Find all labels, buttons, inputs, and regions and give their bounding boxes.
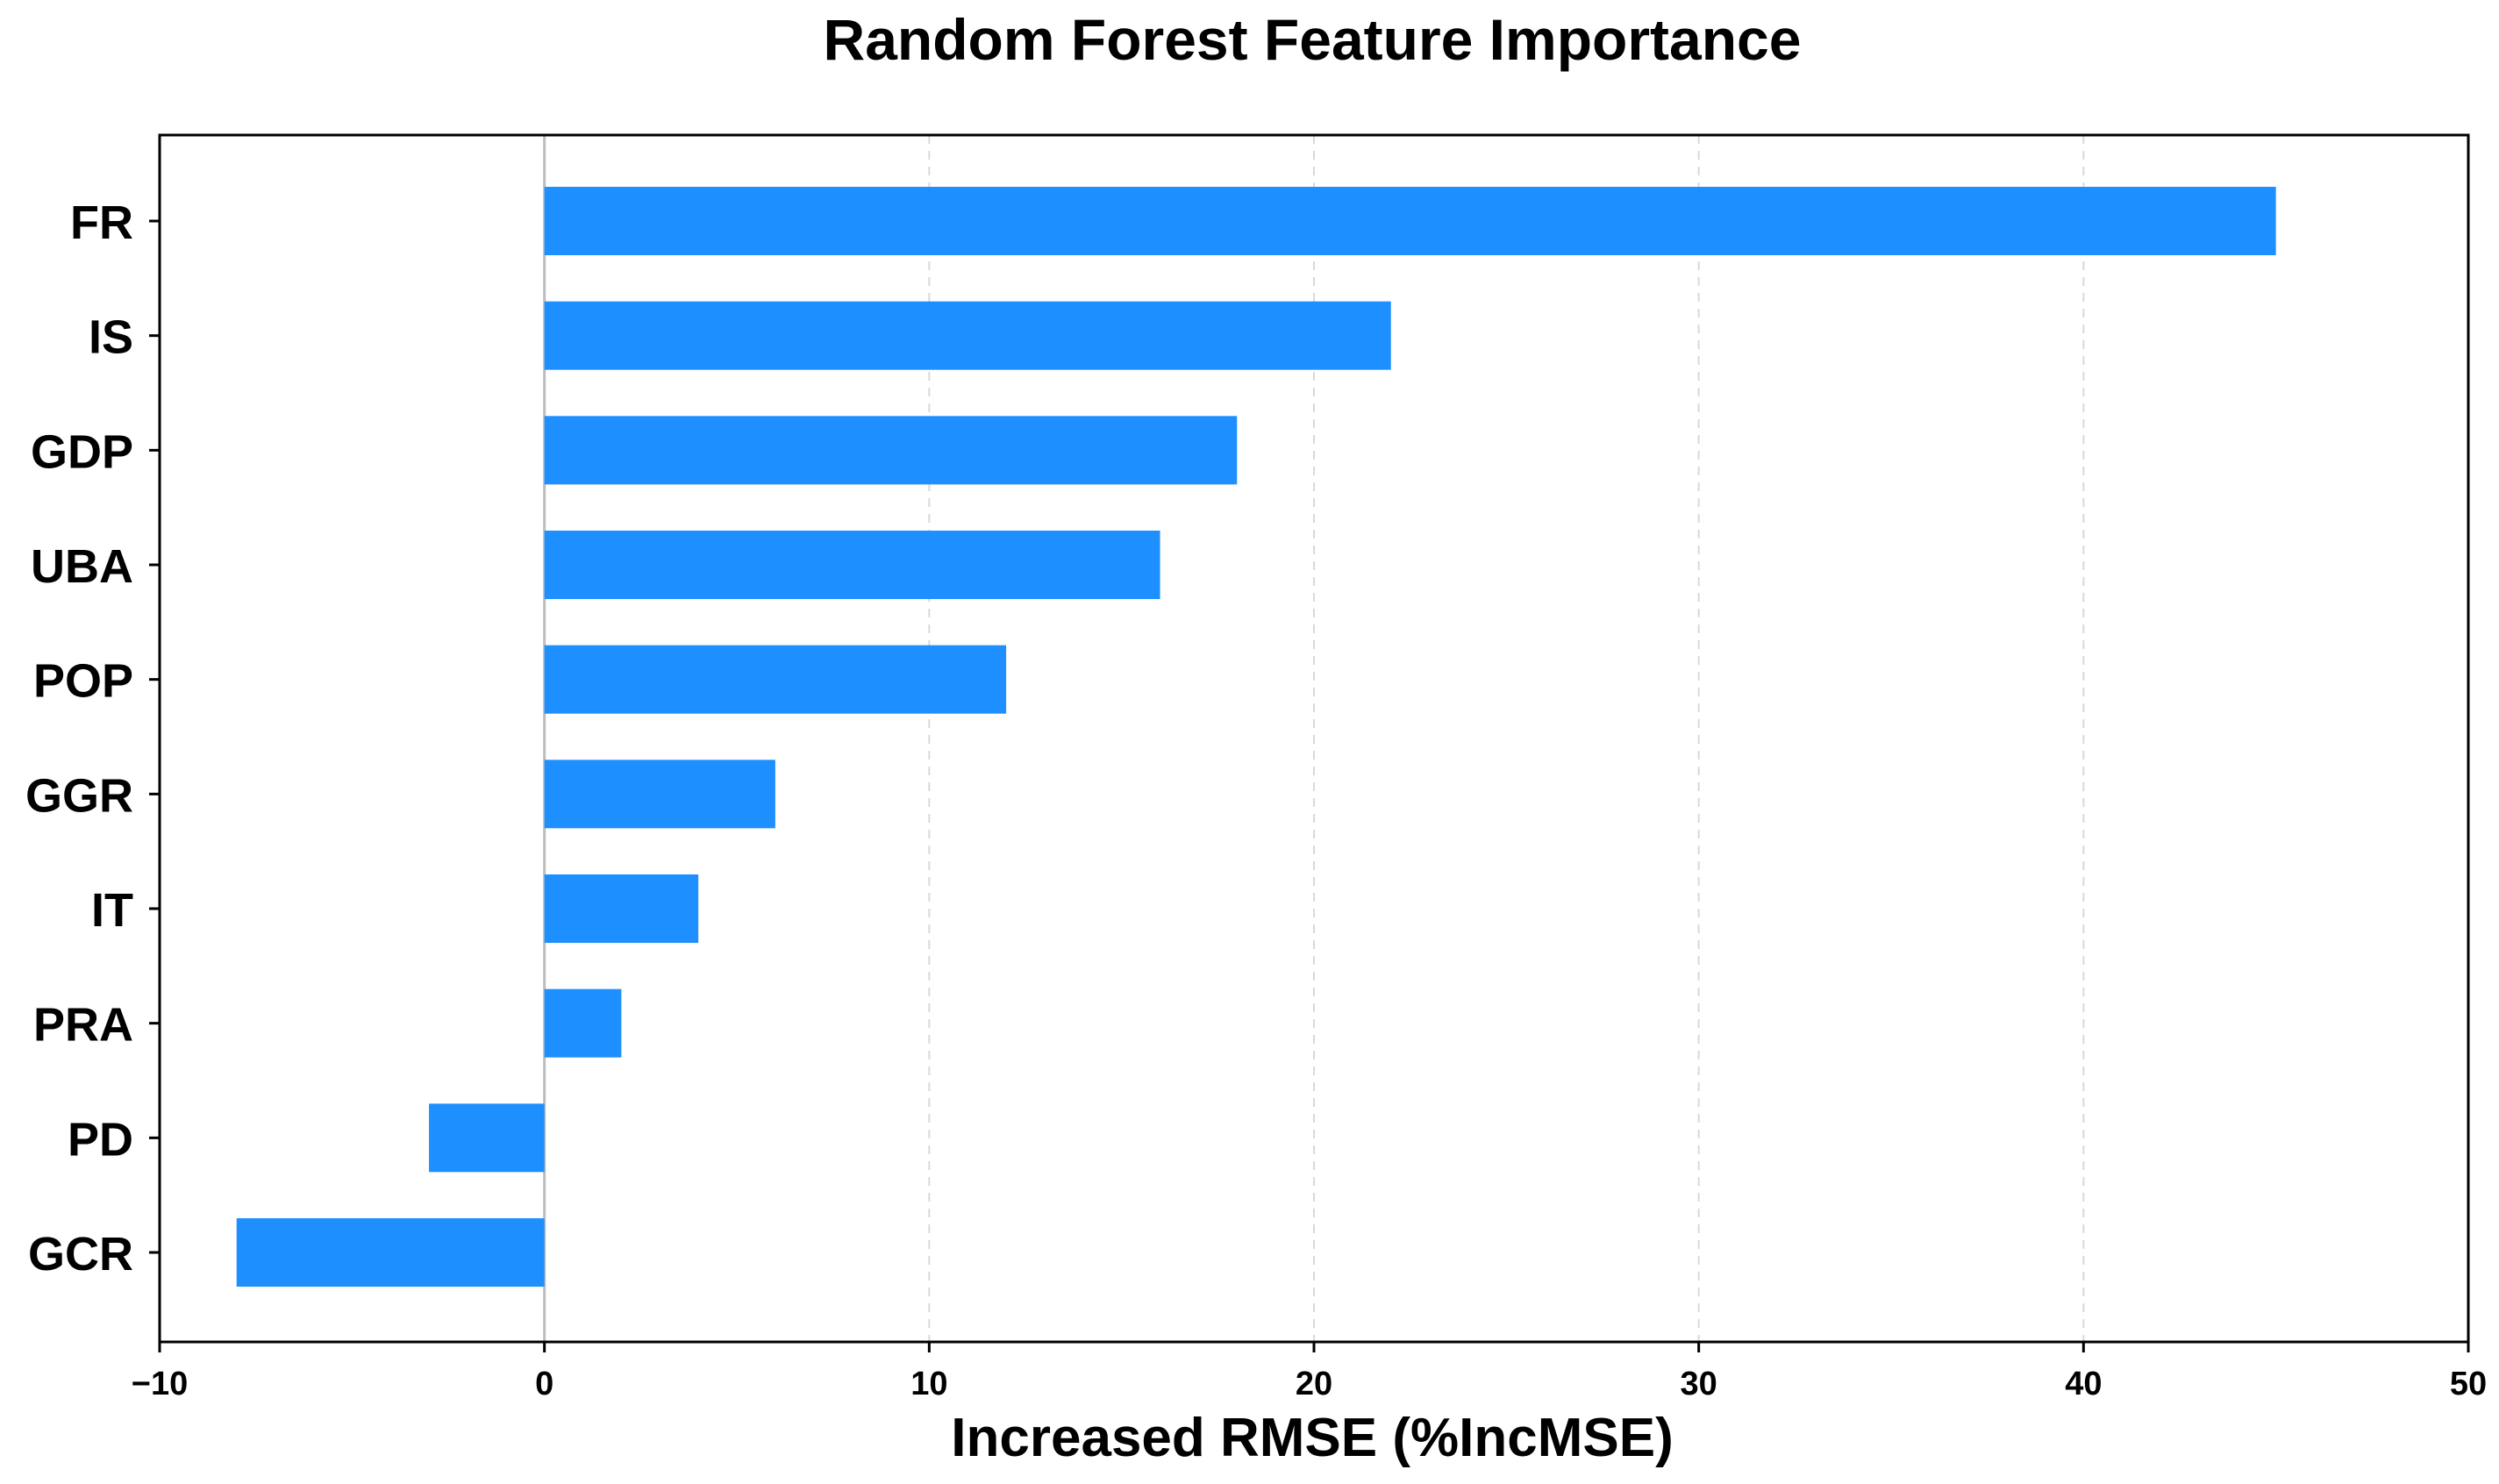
- bars: [236, 187, 2276, 1287]
- bar-uba: [544, 531, 1160, 599]
- y-axis-ticks: FR IS GDP UBA POP GGR IT PRA PD GCR: [25, 196, 160, 1281]
- bar-gdp: [544, 416, 1238, 485]
- bar-ggr: [544, 760, 775, 829]
- y-tick-label-pd: PD: [68, 1113, 133, 1166]
- y-tick-label-pop: POP: [33, 655, 133, 708]
- bar-gcr: [236, 1218, 545, 1287]
- y-tick-label-is: IS: [89, 311, 133, 364]
- chart-title: Random Forest Feature Importance: [824, 7, 1802, 72]
- y-tick-label-pra: PRA: [33, 999, 133, 1052]
- x-tick-label: 30: [1681, 1366, 1717, 1402]
- bar-it: [544, 874, 699, 943]
- x-tick-label: 20: [1296, 1366, 1332, 1402]
- x-tick-label: 0: [535, 1366, 553, 1402]
- x-axis-label: Increased RMSE (%IncMSE): [951, 1408, 1673, 1468]
- bar-pra: [544, 988, 622, 1058]
- y-tick-label-uba: UBA: [31, 540, 133, 593]
- bar-pop: [544, 645, 1007, 714]
- y-tick-label-fr: FR: [70, 196, 133, 249]
- y-tick-label-ggr: GGR: [25, 769, 133, 822]
- x-tick-label: 50: [2450, 1366, 2487, 1402]
- x-tick-label: −10: [132, 1366, 188, 1402]
- y-tick-label-it: IT: [91, 884, 133, 937]
- y-tick-label-gcr: GCR: [28, 1228, 133, 1281]
- bar-is: [544, 301, 1391, 370]
- bar-pd: [429, 1103, 545, 1173]
- bar-fr: [544, 187, 2276, 255]
- x-tick-label: 10: [910, 1366, 947, 1402]
- x-tick-label: 40: [2065, 1366, 2102, 1402]
- y-tick-label-gdp: GDP: [31, 425, 133, 478]
- x-axis-ticks: −10 0 10 20 30 40 50: [132, 1342, 2487, 1402]
